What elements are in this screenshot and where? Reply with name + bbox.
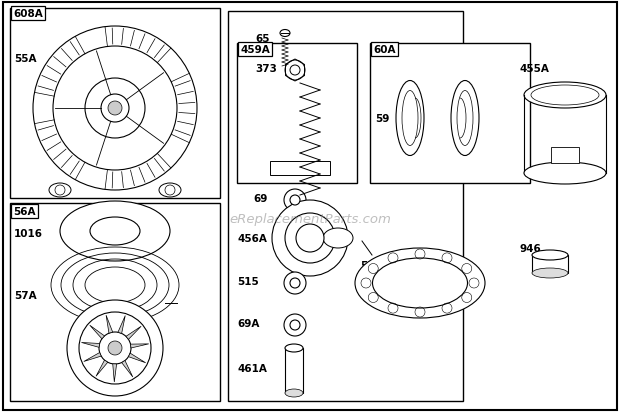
Circle shape	[99, 332, 131, 364]
Circle shape	[290, 195, 300, 206]
Ellipse shape	[285, 344, 303, 352]
Bar	[10, 9, 220, 199]
Ellipse shape	[49, 183, 71, 197]
Text: 56A: 56A	[13, 206, 35, 216]
Text: 57A: 57A	[14, 290, 37, 300]
Ellipse shape	[524, 83, 606, 109]
Text: 946: 946	[520, 243, 542, 254]
Polygon shape	[122, 361, 133, 377]
Circle shape	[108, 102, 122, 116]
Text: 456A: 456A	[237, 233, 267, 243]
Text: 459A: 459A	[240, 45, 270, 55]
Text: 515: 515	[237, 276, 259, 286]
Text: 55A: 55A	[14, 54, 37, 64]
Bar	[10, 204, 220, 401]
Polygon shape	[81, 343, 100, 347]
Polygon shape	[128, 353, 146, 363]
Ellipse shape	[285, 389, 303, 397]
Ellipse shape	[159, 183, 181, 197]
Bar	[532, 255, 568, 273]
Circle shape	[290, 66, 300, 76]
Ellipse shape	[90, 218, 140, 245]
Text: 461A: 461A	[237, 363, 267, 373]
Text: 65: 65	[255, 34, 270, 44]
Bar	[228, 12, 463, 401]
Bar	[285, 348, 303, 393]
Circle shape	[284, 190, 306, 211]
Bar	[270, 161, 330, 176]
Ellipse shape	[355, 248, 485, 318]
Circle shape	[85, 79, 145, 139]
Text: eReplacementParts.com: eReplacementParts.com	[229, 212, 391, 225]
Bar	[551, 147, 579, 164]
Circle shape	[284, 272, 306, 294]
Circle shape	[290, 320, 300, 330]
Circle shape	[33, 27, 197, 190]
Text: 455A: 455A	[520, 64, 550, 74]
Ellipse shape	[531, 86, 599, 106]
Circle shape	[285, 61, 305, 81]
Bar	[237, 44, 357, 183]
Text: 608A: 608A	[13, 9, 43, 19]
Ellipse shape	[280, 31, 290, 38]
Circle shape	[290, 278, 300, 288]
Ellipse shape	[323, 228, 353, 248]
Polygon shape	[113, 364, 117, 382]
Polygon shape	[131, 344, 149, 348]
Circle shape	[284, 314, 306, 336]
Ellipse shape	[396, 81, 424, 156]
Ellipse shape	[524, 163, 606, 185]
Text: 59: 59	[375, 114, 389, 124]
Polygon shape	[90, 325, 105, 339]
Circle shape	[296, 224, 324, 252]
Polygon shape	[118, 316, 125, 334]
Circle shape	[79, 312, 151, 384]
Circle shape	[53, 47, 177, 171]
Circle shape	[67, 300, 163, 396]
Text: 58: 58	[360, 260, 374, 271]
Polygon shape	[84, 353, 101, 362]
Circle shape	[165, 185, 175, 195]
Circle shape	[272, 201, 348, 276]
Ellipse shape	[532, 250, 568, 260]
Text: 373: 373	[255, 64, 277, 74]
Polygon shape	[126, 327, 141, 339]
Bar	[370, 44, 530, 183]
Polygon shape	[106, 316, 113, 333]
Ellipse shape	[60, 202, 170, 261]
Circle shape	[108, 341, 122, 355]
Circle shape	[101, 95, 129, 123]
Ellipse shape	[451, 81, 479, 156]
Circle shape	[285, 214, 335, 263]
Text: 1016: 1016	[14, 228, 43, 238]
Text: 69: 69	[253, 194, 267, 204]
Circle shape	[55, 185, 65, 195]
Polygon shape	[96, 360, 108, 376]
Ellipse shape	[532, 268, 568, 278]
Text: 69A: 69A	[237, 318, 259, 328]
Text: 60A: 60A	[373, 45, 396, 55]
Ellipse shape	[373, 259, 467, 308]
